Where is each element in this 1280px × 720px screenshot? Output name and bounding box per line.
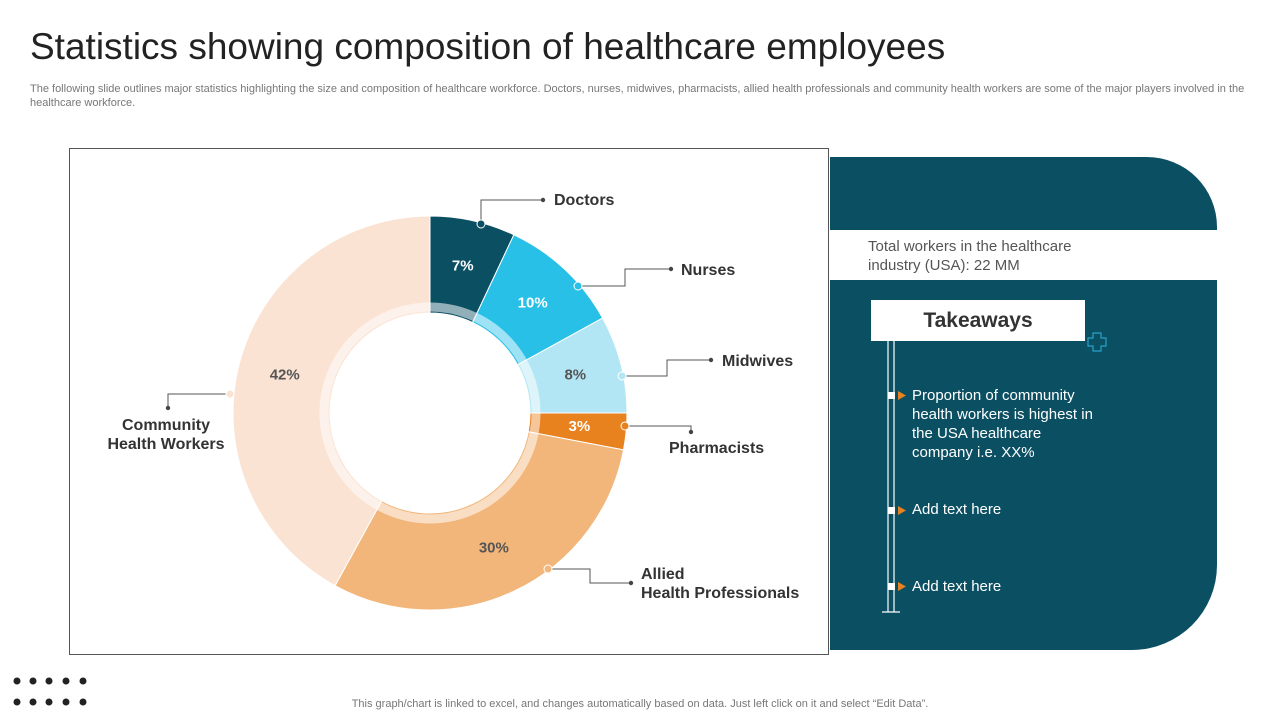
leader-line [622, 359, 711, 377]
inner-ring [319, 302, 541, 524]
leader-end [540, 197, 546, 203]
leader-end [628, 580, 634, 586]
bullet-text: Add text here [912, 578, 1002, 595]
data-label: 7% [452, 258, 474, 275]
leader-anchor [476, 219, 486, 229]
decoration [882, 332, 1107, 613]
slide-subtitle: The following slide outlines major stati… [30, 83, 1245, 109]
category-label: Allied Health Professionals [641, 566, 800, 602]
leader-line [167, 393, 230, 408]
donut-slice [334, 431, 625, 611]
takeaways-box [871, 300, 1085, 341]
leader-end [708, 357, 714, 363]
data-label: 10% [518, 295, 548, 312]
data-label: 42% [270, 367, 300, 384]
takeaways-heading: Takeaways [923, 309, 1033, 332]
data-label: 30% [479, 540, 509, 557]
leader-end [688, 429, 694, 435]
leader-end [165, 405, 171, 411]
donut-slice [232, 215, 431, 587]
leader-line [625, 425, 692, 432]
bullet-text: Add text here [912, 501, 1002, 518]
leader-anchor [573, 281, 583, 291]
bullet-markers [888, 391, 906, 591]
dot-grid [13, 677, 87, 706]
category-label: Nurses [681, 262, 736, 279]
leader-line [578, 268, 671, 287]
category-label: Midwives [722, 353, 794, 370]
leader-line [480, 199, 543, 224]
bullet-text: Proportion of community health workers i… [912, 387, 1093, 461]
leader-anchor [225, 389, 235, 399]
leader-anchor [617, 371, 627, 381]
leader-line [548, 568, 631, 584]
total-text: Total workers in the healthcare industry… [868, 238, 1072, 274]
category-label: Doctors [554, 192, 615, 209]
total-band [830, 230, 1217, 280]
data-label: 3% [568, 418, 590, 435]
footer: This graph/chart is linked to excel, and… [351, 698, 929, 710]
leader-end [668, 266, 674, 272]
category-label: Pharmacists [669, 440, 765, 457]
leader-anchor [543, 564, 553, 574]
data-label: 8% [564, 367, 586, 384]
leader-anchor [620, 421, 630, 431]
slide-title: Statistics showing composition of health… [30, 26, 946, 67]
category-label: Community Health Workers [107, 417, 225, 453]
chart-frame [69, 148, 829, 655]
